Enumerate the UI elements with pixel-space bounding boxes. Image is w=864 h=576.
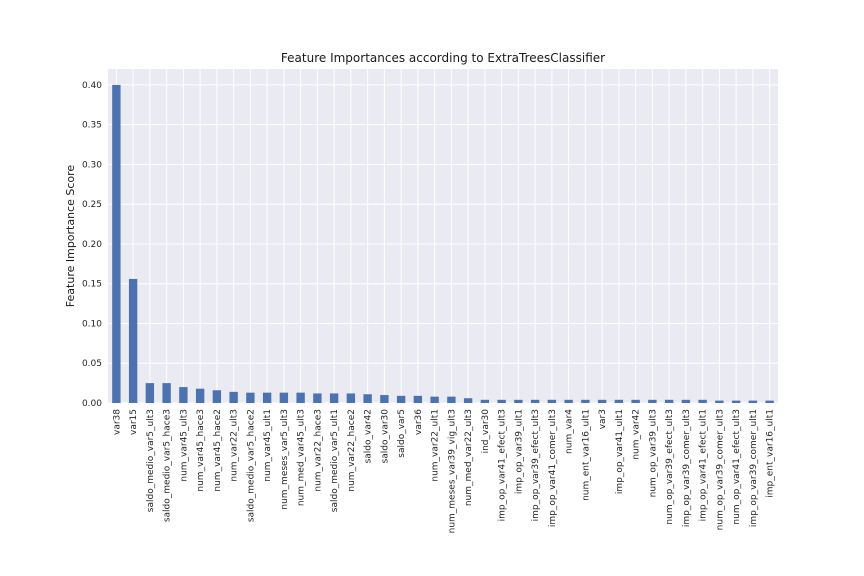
bar-num_ent_var16_ult1: [581, 399, 590, 403]
bar-saldo_var42: [363, 394, 372, 403]
bar-num_med_var45_ult3: [296, 392, 305, 403]
y-tick-label: 0.35: [82, 121, 102, 131]
bar-num_op_var39_efect_ult3: [664, 399, 674, 403]
bar-num_var4: [564, 399, 573, 403]
x-tick-label: num_var22_hace2: [347, 409, 357, 492]
x-tick-label: saldo_var30: [380, 409, 390, 464]
x-tick-label: imp_op_var39_comer_ult3: [682, 409, 692, 527]
bar-imp_op_var41_comer_ult3: [547, 399, 557, 403]
x-tick-label: num_med_var22_ult3: [464, 409, 474, 506]
x-tick-label: saldo_medio_var5_ult1: [330, 409, 340, 512]
x-tick-label: num_var22_ult3: [230, 409, 240, 482]
x-tick-label: num_var4: [565, 409, 575, 454]
y-tick-label: 0.10: [82, 319, 102, 329]
x-tick-label: imp_op_var39_ult1: [514, 409, 524, 494]
x-tick-label: num_op_var41_efect_ult3: [732, 409, 742, 525]
x-tick-label: imp_op_var41_efect_ult1: [699, 409, 709, 521]
x-tick-label: var3: [598, 409, 608, 429]
x-tick-label: num_op_var39_comer_ult3: [715, 409, 725, 530]
bar-saldo_var5: [396, 395, 406, 403]
y-tick-label: 0.15: [82, 280, 102, 290]
bar-num_var45_ult3: [179, 387, 188, 403]
grid-lines: [108, 69, 778, 404]
x-tick-label: num_var45_hace2: [213, 409, 223, 492]
bar-imp_op_var39_efect_ult3: [530, 399, 540, 403]
bar-num_var45_hace3: [195, 388, 205, 403]
chart-title: Feature Importances according to ExtraTr…: [281, 51, 605, 65]
plot-area: [108, 69, 778, 403]
x-axis-ticks: var38 var15 saldo_medio_var5_ult3 saldo_med…: [112, 409, 775, 534]
bar-var3: [597, 399, 607, 403]
x-tick-label: num_var45_hace3: [196, 409, 206, 492]
x-tick-label: saldo_var42: [364, 409, 374, 463]
x-tick-label: num_var45_ult3: [179, 409, 189, 482]
x-tick-label: num_med_var45_ult3: [297, 409, 307, 506]
bar-num_var42: [631, 399, 640, 403]
y-tick-label: 0.20: [82, 240, 102, 250]
x-tick-label: saldo_var5: [397, 409, 407, 458]
x-tick-label: saldo_medio_var5_hace3: [163, 409, 173, 522]
bar-num_var45_hace2: [212, 390, 222, 403]
y-tick-label: 0.25: [82, 200, 102, 210]
bars: [112, 84, 774, 404]
y-axis-ticks: 0.00 0.05 0.10 0.15 0.20 0.25 0.30 0.35 0.40: [82, 81, 102, 409]
x-tick-label: imp_op_var41_efect_ult3: [498, 409, 508, 521]
bar-num_var22_hace2: [346, 393, 356, 403]
y-tick-label: 0.00: [82, 399, 102, 409]
x-tick-label: num_op_var39_ult3: [648, 409, 658, 497]
x-tick-label: imp_op_var41_ult1: [615, 409, 625, 494]
x-tick-label: imp_op_var41_comer_ult3: [548, 409, 558, 527]
bar-imp_ent_var16_ult1: [765, 400, 774, 403]
bar-saldo_medio_var5_ult1: [329, 393, 339, 403]
bar-imp_op_var41_efect_ult3: [497, 399, 506, 403]
bar-imp_op_var39_comer_ult1: [748, 400, 758, 403]
x-tick-label: num_meses_var5_ult3: [280, 409, 290, 510]
bar-var15: [128, 278, 138, 403]
x-tick-label: var15: [129, 409, 139, 435]
bar-num_meses_var5_ult3: [279, 392, 289, 403]
x-tick-label: var38: [112, 409, 122, 435]
x-tick-label: saldo_medio_var5_hace2: [246, 409, 256, 522]
bar-num_op_var39_comer_ult3: [715, 400, 724, 403]
bar-saldo_medio_var5_hace3: [162, 383, 171, 403]
x-tick-label: ind_var30: [481, 409, 491, 454]
x-tick-label: var36: [414, 409, 424, 435]
x-tick-label: num_var22_ult1: [431, 409, 441, 482]
x-tick-label: num_var42: [632, 409, 642, 460]
bar-var36: [413, 395, 423, 403]
x-tick-label: num_var22_hace3: [313, 409, 323, 492]
x-tick-label: num_var45_ult1: [263, 409, 273, 482]
bar-num_var22_ult1: [430, 396, 439, 403]
y-tick-label: 0.40: [82, 81, 102, 91]
y-tick-label: 0.30: [82, 160, 102, 170]
bar-imp_op_var41_ult1: [614, 399, 624, 403]
bar-ind_var30: [480, 399, 490, 403]
x-tick-label: num_meses_var39_vig_ult3: [447, 409, 457, 533]
bar-num_med_var22_ult3: [463, 398, 473, 403]
bar-saldo_medio_var5_hace2: [246, 392, 255, 403]
bar-num_meses_var39_vig_ult3: [447, 396, 456, 403]
y-tick-label: 0.05: [82, 359, 102, 369]
bar-imp_op_var41_efect_ult1: [698, 399, 707, 403]
bar-saldo_medio_var5_ult3: [145, 383, 155, 403]
x-tick-label: num_ent_var16_ult1: [581, 409, 591, 501]
bar-num_var22_ult3: [229, 391, 238, 403]
bar-var38: [112, 84, 121, 404]
bar-imp_op_var39_comer_ult3: [681, 399, 691, 403]
bar-saldo_var30: [380, 395, 389, 403]
x-tick-label: imp_op_var39_efect_ult3: [531, 409, 541, 521]
bar-num_op_var41_efect_ult3: [731, 400, 741, 403]
bar-num_var22_hace3: [313, 393, 322, 403]
bar-imp_op_var39_ult1: [514, 399, 523, 403]
bar-num_var45_ult1: [262, 392, 272, 403]
x-tick-label: imp_ent_var16_ult1: [766, 409, 776, 498]
y-axis-label: Feature Importance Score: [64, 165, 77, 308]
x-tick-label: saldo_medio_var5_ult3: [146, 409, 156, 512]
bar-num_op_var39_ult3: [648, 399, 657, 403]
x-tick-label: num_op_var39_efect_ult3: [665, 409, 675, 525]
x-tick-label: imp_op_var39_comer_ult1: [749, 409, 759, 527]
